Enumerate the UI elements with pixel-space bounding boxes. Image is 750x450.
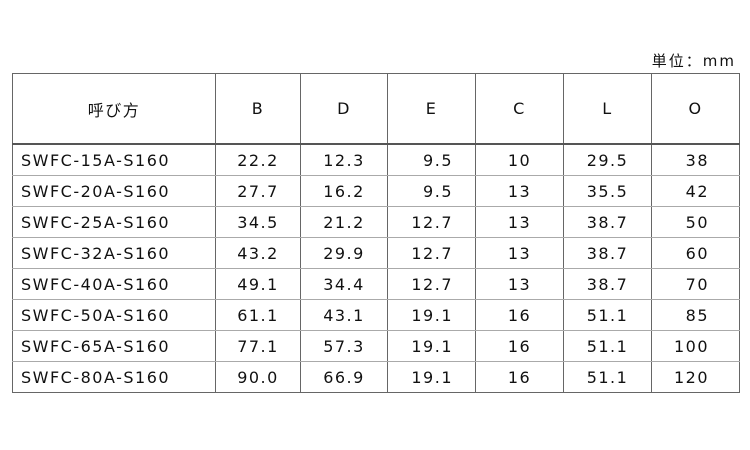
table-row: SWFC-20A-S160 27.7 16.2 9.5 13 35.5 42: [12, 175, 740, 207]
cell: 19.1: [387, 361, 476, 393]
table-row: SWFC-40A-S160 49.1 34.4 12.7 13 38.7 70: [12, 268, 740, 300]
row-name: SWFC-15A-S160: [12, 144, 216, 176]
cell: 29.9: [300, 237, 388, 269]
cell: 100: [651, 330, 740, 362]
unit-label: 単位：mm: [651, 52, 736, 70]
header-cell: C: [475, 73, 564, 145]
row-name: SWFC-40A-S160: [12, 268, 216, 300]
row-name: SWFC-50A-S160: [12, 299, 216, 331]
row-name: SWFC-20A-S160: [12, 175, 216, 207]
cell: 43.2: [215, 237, 301, 269]
header-cell: B: [215, 73, 301, 145]
cell: 34.4: [300, 268, 388, 300]
table-body: SWFC-15A-S160 22.2 12.3 9.5 10 29.5 38 SWFC-20A…: [12, 144, 740, 393]
header-cell: L: [563, 73, 652, 145]
table-row: SWFC-32A-S160 43.2 29.9 12.7 13 38.7 60: [12, 237, 740, 269]
table-row: SWFC-50A-S160 61.1 43.1 19.1 16 51.1 85: [12, 299, 740, 331]
cell: 9.5: [387, 175, 476, 207]
cell: 70: [651, 268, 740, 300]
cell: 120: [651, 361, 740, 393]
cell: 19.1: [387, 330, 476, 362]
cell: 90.0: [215, 361, 301, 393]
cell: 77.1: [215, 330, 301, 362]
header-cell: O: [651, 73, 740, 145]
cell: 66.9: [300, 361, 388, 393]
cell: 13: [475, 175, 564, 207]
table-row: SWFC-15A-S160 22.2 12.3 9.5 10 29.5 38: [12, 144, 740, 176]
header-cell: D: [300, 73, 388, 145]
table-row: SWFC-80A-S160 90.0 66.9 19.1 16 51.1 120: [12, 361, 740, 393]
header-cell: 呼び方: [12, 73, 216, 145]
row-name: SWFC-65A-S160: [12, 330, 216, 362]
cell: 34.5: [215, 206, 301, 238]
cell: 51.1: [563, 299, 652, 331]
cell: 21.2: [300, 206, 388, 238]
cell: 85: [651, 299, 740, 331]
row-name: SWFC-32A-S160: [12, 237, 216, 269]
cell: 27.7: [215, 175, 301, 207]
cell: 61.1: [215, 299, 301, 331]
cell: 22.2: [215, 144, 301, 176]
cell: 51.1: [563, 330, 652, 362]
cell: 12.7: [387, 237, 476, 269]
table-row: SWFC-25A-S160 34.5 21.2 12.7 13 38.7 50: [12, 206, 740, 238]
cell: 60: [651, 237, 740, 269]
cell: 51.1: [563, 361, 652, 393]
table-row: SWFC-65A-S160 77.1 57.3 19.1 16 51.1 100: [12, 330, 740, 362]
row-name: SWFC-80A-S160: [12, 361, 216, 393]
cell: 13: [475, 268, 564, 300]
cell: 12.7: [387, 268, 476, 300]
cell: 38.7: [563, 268, 652, 300]
header-cell: E: [387, 73, 476, 145]
cell: 12.7: [387, 206, 476, 238]
cell: 16.2: [300, 175, 388, 207]
cell: 49.1: [215, 268, 301, 300]
cell: 50: [651, 206, 740, 238]
cell: 13: [475, 206, 564, 238]
cell: 29.5: [563, 144, 652, 176]
cell: 16: [475, 330, 564, 362]
cell: 38: [651, 144, 740, 176]
header-row: 呼び方 B D E C L O: [12, 73, 740, 145]
cell: 16: [475, 361, 564, 393]
cell: 12.3: [300, 144, 388, 176]
cell: 35.5: [563, 175, 652, 207]
row-name: SWFC-25A-S160: [12, 206, 216, 238]
cell: 38.7: [563, 206, 652, 238]
cell: 9.5: [387, 144, 476, 176]
cell: 16: [475, 299, 564, 331]
cell: 43.1: [300, 299, 388, 331]
cell: 19.1: [387, 299, 476, 331]
cell: 57.3: [300, 330, 388, 362]
cell: 38.7: [563, 237, 652, 269]
spec-table: 呼び方 B D E C L O SWFC-15A-S160 22.2 12.3 9.5 10 29.5…: [12, 73, 740, 393]
cell: 42: [651, 175, 740, 207]
cell: 13: [475, 237, 564, 269]
cell: 10: [475, 144, 564, 176]
